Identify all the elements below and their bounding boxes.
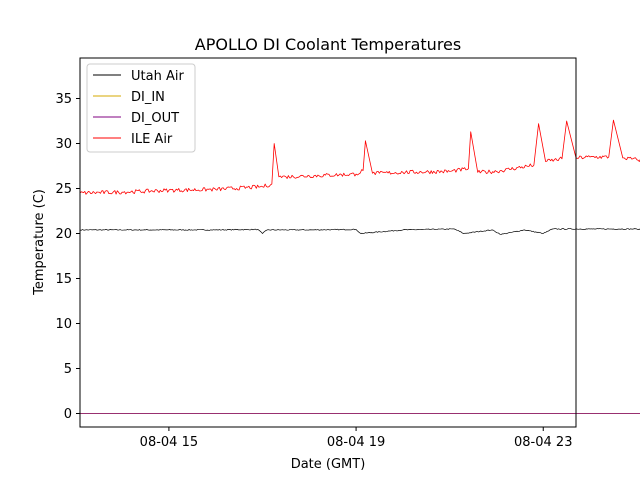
x-tick-label: 08-04 23	[514, 435, 572, 450]
series-line-ile-air	[79, 119, 640, 195]
y-tick-label: 35	[55, 92, 72, 107]
legend-box	[86, 63, 196, 153]
legend-label: ILE Air	[131, 132, 173, 147]
y-tick-label: 30	[55, 137, 72, 152]
legend-label: Utah Air	[131, 69, 184, 84]
y-tick-label: 25	[55, 182, 72, 197]
y-tick-label: 10	[55, 317, 72, 332]
legend: Utah Air DI_IN DI_OUT ILE Air	[86, 63, 196, 153]
chart-title: APOLLO DI Coolant Temperatures	[195, 35, 461, 54]
plot-frame	[79, 57, 577, 428]
y-tick-label: 15	[55, 272, 72, 287]
y-tick-label: 20	[55, 227, 72, 242]
x-axis-label: Date (GMT)	[291, 457, 366, 472]
series-line-utah-air	[79, 228, 640, 235]
x-tick-label: 08-04 15	[140, 435, 198, 450]
series-layer	[79, 119, 640, 414]
y-axis: 0 5 10 15 20 25 30 35	[55, 92, 80, 422]
x-tick-label: 08-04 19	[327, 435, 385, 450]
legend-label: DI_IN	[131, 90, 165, 105]
y-tick-label: 5	[64, 362, 72, 377]
y-tick-label: 0	[64, 407, 72, 422]
legend-label: DI_OUT	[131, 111, 179, 126]
y-axis-label: Temperature (C)	[32, 189, 47, 296]
